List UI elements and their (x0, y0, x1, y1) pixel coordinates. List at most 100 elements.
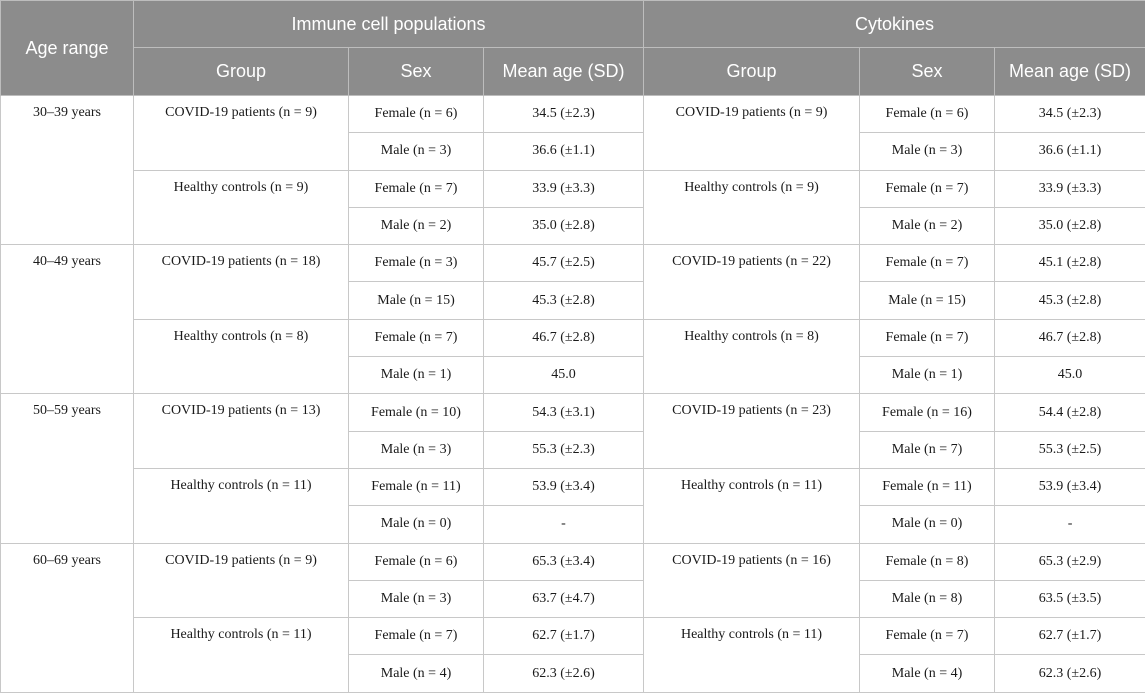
immune-sex-cell: Male (n = 15) (349, 282, 484, 319)
immune-mean-age-cell: 45.0 (484, 357, 644, 394)
cytokines-sex-cell: Female (n = 16) (860, 394, 995, 431)
immune-sex-cell: Male (n = 3) (349, 431, 484, 468)
age-range-cell: 40–49 years (1, 245, 134, 394)
cytokines-mean-age-cell: 53.9 (±3.4) (995, 468, 1145, 505)
age-range-cell: 50–59 years (1, 394, 134, 543)
immune-group-cell: COVID-19 patients (n = 9) (134, 96, 349, 171)
immune-sex-cell: Male (n = 2) (349, 207, 484, 244)
immune-mean-age-cell: 55.3 (±2.3) (484, 431, 644, 468)
immune-mean-age-cell: 46.7 (±2.8) (484, 319, 644, 356)
cytokines-group-cell: COVID-19 patients (n = 9) (644, 96, 860, 171)
header-cytokines: Cytokines (644, 1, 1145, 48)
immune-group-cell: COVID-19 patients (n = 9) (134, 543, 349, 618)
immune-mean-age-cell: 33.9 (±3.3) (484, 170, 644, 207)
cytokines-group-cell: Healthy controls (n = 11) (644, 618, 860, 693)
cytokines-mean-age-cell: 54.4 (±2.8) (995, 394, 1145, 431)
cytokines-sex-cell: Male (n = 4) (860, 655, 995, 692)
cytokines-sex-cell: Male (n = 2) (860, 207, 995, 244)
cytokines-mean-age-cell: 62.7 (±1.7) (995, 618, 1145, 655)
immune-group-cell: Healthy controls (n = 8) (134, 319, 349, 394)
cytokines-sex-cell: Male (n = 0) (860, 506, 995, 543)
immune-sex-cell: Male (n = 0) (349, 506, 484, 543)
immune-mean-age-cell: 53.9 (±3.4) (484, 468, 644, 505)
cytokines-sex-cell: Female (n = 7) (860, 618, 995, 655)
table-header: Age range Immune cell populations Cytoki… (1, 1, 1145, 96)
header-age-range: Age range (1, 1, 134, 96)
cytokines-sex-cell: Male (n = 3) (860, 133, 995, 170)
cytokines-mean-age-cell: 45.0 (995, 357, 1145, 394)
header-immune-cell-populations: Immune cell populations (134, 1, 644, 48)
table-row: Healthy controls (n = 9)Female (n = 7)33… (1, 170, 1145, 207)
cytokines-group-cell: Healthy controls (n = 11) (644, 468, 860, 543)
cytokines-mean-age-cell: 34.5 (±2.3) (995, 96, 1145, 133)
immune-sex-cell: Female (n = 7) (349, 319, 484, 356)
cytokines-mean-age-cell: 33.9 (±3.3) (995, 170, 1145, 207)
header-cytokines-mean-age: Mean age (SD) (995, 48, 1145, 96)
immune-sex-cell: Female (n = 3) (349, 245, 484, 282)
cytokines-mean-age-cell: 46.7 (±2.8) (995, 319, 1145, 356)
immune-sex-cell: Female (n = 6) (349, 543, 484, 580)
immune-mean-age-cell: 36.6 (±1.1) (484, 133, 644, 170)
cytokines-mean-age-cell: 55.3 (±2.5) (995, 431, 1145, 468)
cytokines-group-cell: COVID-19 patients (n = 22) (644, 245, 860, 320)
immune-mean-age-cell: 62.7 (±1.7) (484, 618, 644, 655)
immune-group-cell: Healthy controls (n = 9) (134, 170, 349, 245)
cytokines-sex-cell: Female (n = 7) (860, 245, 995, 282)
cytokines-group-cell: Healthy controls (n = 9) (644, 170, 860, 245)
cytokines-mean-age-cell: 45.3 (±2.8) (995, 282, 1145, 319)
immune-sex-cell: Female (n = 11) (349, 468, 484, 505)
age-range-cell: 60–69 years (1, 543, 134, 692)
cytokines-group-cell: Healthy controls (n = 8) (644, 319, 860, 394)
immune-group-cell: COVID-19 patients (n = 13) (134, 394, 349, 469)
immune-sex-cell: Male (n = 3) (349, 580, 484, 617)
header-immune-group: Group (134, 48, 349, 96)
cytokines-mean-age-cell: 36.6 (±1.1) (995, 133, 1145, 170)
header-cytokines-group: Group (644, 48, 860, 96)
immune-mean-age-cell: 54.3 (±3.1) (484, 394, 644, 431)
cytokines-group-cell: COVID-19 patients (n = 16) (644, 543, 860, 618)
immune-mean-age-cell: - (484, 506, 644, 543)
cytokines-group-cell: COVID-19 patients (n = 23) (644, 394, 860, 469)
immune-mean-age-cell: 45.3 (±2.8) (484, 282, 644, 319)
age-range-cell: 30–39 years (1, 96, 134, 245)
immune-mean-age-cell: 65.3 (±3.4) (484, 543, 644, 580)
cytokines-sex-cell: Male (n = 7) (860, 431, 995, 468)
table-row: Healthy controls (n = 11)Female (n = 7)6… (1, 618, 1145, 655)
immune-sex-cell: Male (n = 1) (349, 357, 484, 394)
immune-group-cell: Healthy controls (n = 11) (134, 618, 349, 693)
immune-sex-cell: Female (n = 10) (349, 394, 484, 431)
cytokines-sex-cell: Male (n = 15) (860, 282, 995, 319)
cytokines-mean-age-cell: 35.0 (±2.8) (995, 207, 1145, 244)
immune-group-cell: COVID-19 patients (n = 18) (134, 245, 349, 320)
cytokines-sex-cell: Female (n = 8) (860, 543, 995, 580)
header-immune-mean-age: Mean age (SD) (484, 48, 644, 96)
cytokines-mean-age-cell: - (995, 506, 1145, 543)
cytokines-sex-cell: Female (n = 6) (860, 96, 995, 133)
immune-sex-cell: Female (n = 7) (349, 618, 484, 655)
cytokines-sex-cell: Female (n = 7) (860, 170, 995, 207)
cytokines-mean-age-cell: 63.5 (±3.5) (995, 580, 1145, 617)
immune-sex-cell: Female (n = 7) (349, 170, 484, 207)
header-immune-sex: Sex (349, 48, 484, 96)
cytokines-sex-cell: Female (n = 7) (860, 319, 995, 356)
immune-mean-age-cell: 34.5 (±2.3) (484, 96, 644, 133)
cytokines-mean-age-cell: 65.3 (±2.9) (995, 543, 1145, 580)
cytokines-mean-age-cell: 62.3 (±2.6) (995, 655, 1145, 692)
immune-mean-age-cell: 35.0 (±2.8) (484, 207, 644, 244)
cytokines-mean-age-cell: 45.1 (±2.8) (995, 245, 1145, 282)
immune-mean-age-cell: 63.7 (±4.7) (484, 580, 644, 617)
cytokines-sex-cell: Male (n = 1) (860, 357, 995, 394)
immune-group-cell: Healthy controls (n = 11) (134, 468, 349, 543)
immune-sex-cell: Female (n = 6) (349, 96, 484, 133)
table-row: Healthy controls (n = 8)Female (n = 7)46… (1, 319, 1145, 356)
immune-sex-cell: Male (n = 3) (349, 133, 484, 170)
immune-mean-age-cell: 62.3 (±2.6) (484, 655, 644, 692)
header-cytokines-sex: Sex (860, 48, 995, 96)
immune-mean-age-cell: 45.7 (±2.5) (484, 245, 644, 282)
